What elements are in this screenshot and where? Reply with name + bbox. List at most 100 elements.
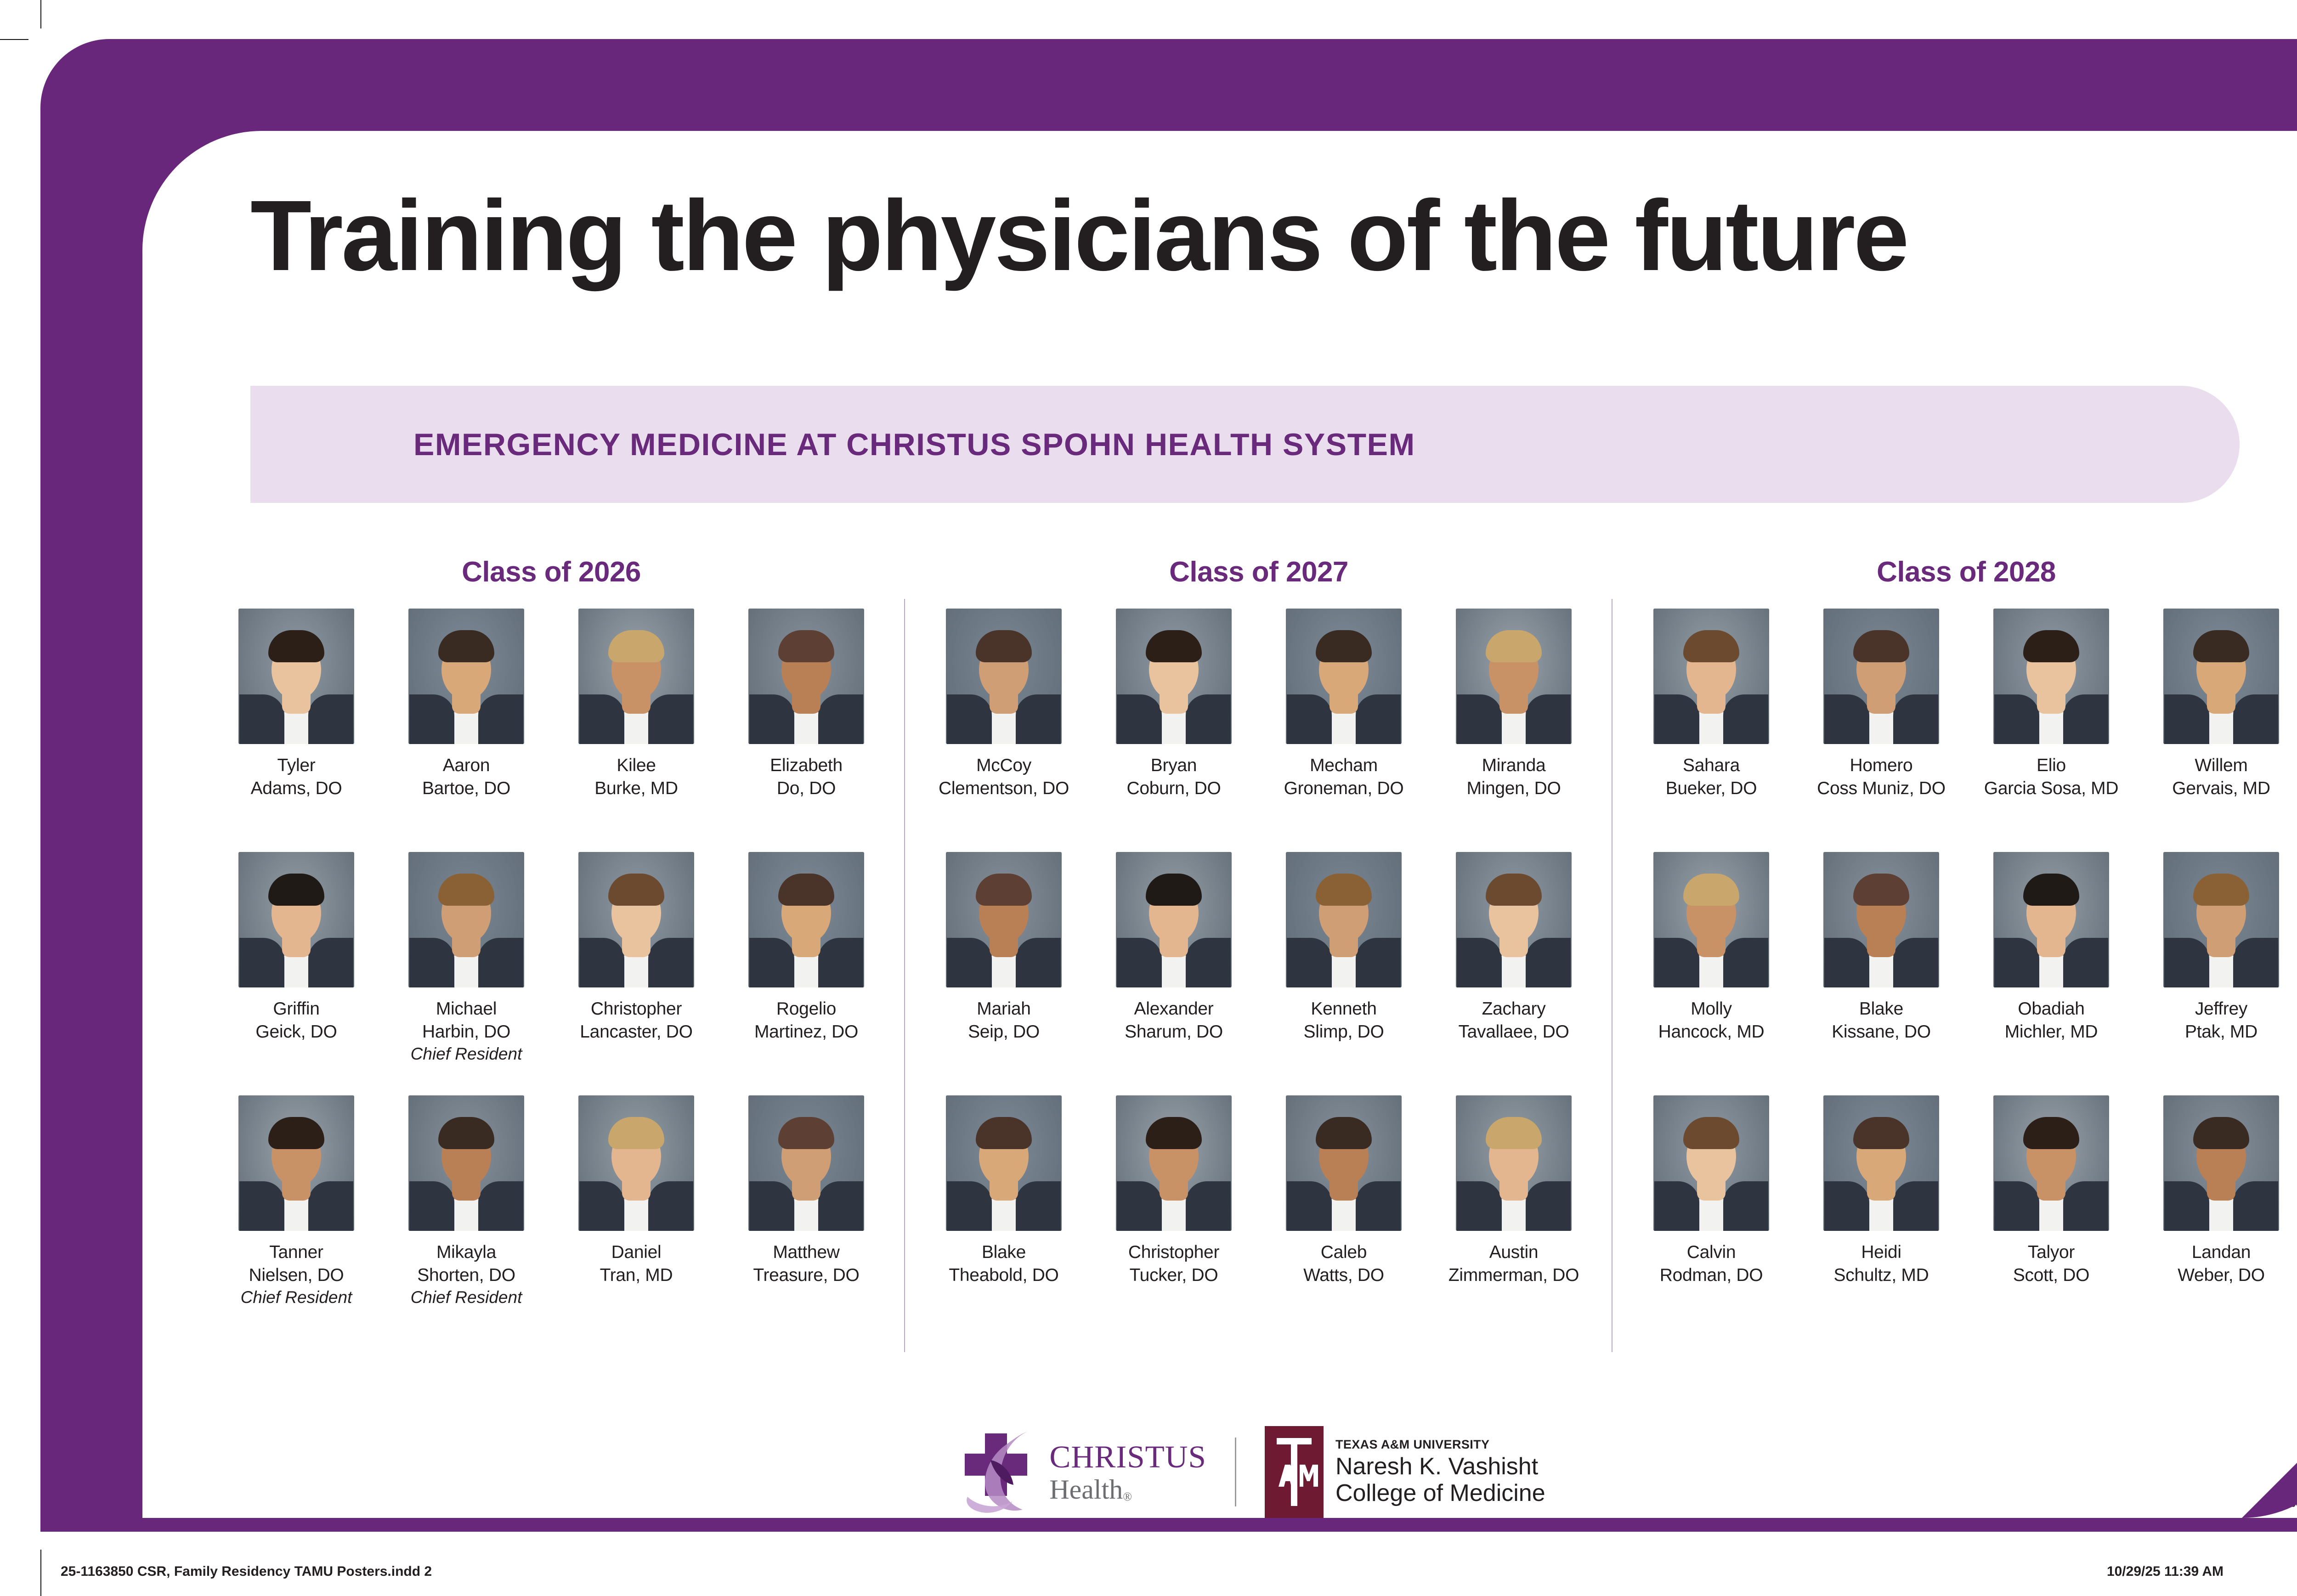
resident-photo <box>1286 1095 1402 1231</box>
resident-card: Kenneth Slimp, DO <box>1259 852 1429 1095</box>
resident-first-name: Mecham <box>1310 756 1378 775</box>
resident-card: Jeffrey Ptak, MD <box>2136 852 2297 1095</box>
resident-photo <box>408 852 524 987</box>
resident-photo <box>1823 1095 1939 1231</box>
resident-first-name: Rogelio <box>776 999 837 1019</box>
resident-last-name: Hancock, MD <box>1658 1021 1765 1042</box>
resident-photo <box>1653 609 1769 744</box>
class-column: Class of 2026 Tyler Adams, DO Aaron Bartoe, … <box>198 556 905 1387</box>
resident-photo <box>238 609 354 744</box>
christus-cross-icon <box>965 1432 1028 1513</box>
resident-card: Bryan Coburn, DO <box>1089 609 1259 852</box>
resident-row: Griffin Geick, DO Michael Harbin, DO Chief R… <box>198 852 905 1095</box>
resident-card: Obadiah Michler, MD <box>1966 852 2136 1095</box>
resident-photo <box>1456 609 1572 744</box>
resident-photo <box>1286 609 1402 744</box>
resident-card: Landan Weber, DO <box>2136 1095 2297 1339</box>
resident-photo <box>1993 852 2109 987</box>
resident-card: Zachary Tavallaee, DO <box>1429 852 1599 1095</box>
card-corner-cut <box>2241 1398 2297 1518</box>
resident-last-name: Scott, DO <box>2013 1265 2090 1285</box>
tamu-college-line1: Naresh K. Vashisht <box>1335 1453 1539 1480</box>
resident-card: Elio Garcia Sosa, MD <box>1966 609 2136 852</box>
resident-row: Mariah Seip, DO Alexander Sharum, DO Kenneth… <box>905 852 1612 1095</box>
resident-role: Chief Resident <box>410 1044 522 1063</box>
resident-first-name: Blake <box>1859 999 1904 1019</box>
crop-mark-top-left-vertical <box>40 0 41 28</box>
resident-last-name: Shorten, DO <box>417 1265 515 1285</box>
resident-photo <box>946 852 1062 987</box>
resident-first-name: Heidi <box>1861 1242 1901 1262</box>
resident-photo <box>1116 609 1232 744</box>
resident-last-name: Geick, DO <box>255 1021 337 1042</box>
resident-first-name: Tanner <box>269 1242 323 1262</box>
resident-card: Matthew Treasure, DO <box>721 1095 891 1339</box>
resident-card: Elizabeth Do, DO <box>721 609 891 852</box>
resident-last-name: Sharum, DO <box>1125 1021 1223 1042</box>
class-title: Class of 2026 <box>462 556 641 588</box>
resident-photo <box>2163 852 2279 987</box>
resident-card: Blake Theabold, DO <box>919 1095 1089 1339</box>
resident-last-name: Harbin, DO <box>422 1021 511 1042</box>
resident-first-name: Aaron <box>442 756 490 775</box>
tamu-atm-glyph-icon <box>1264 1426 1324 1518</box>
resident-first-name: Kilee <box>617 756 656 775</box>
resident-card: Calvin Rodman, DO <box>1626 1095 1796 1339</box>
resident-first-name: Miranda <box>1482 756 1546 775</box>
resident-first-name: Calvin <box>1686 1242 1736 1262</box>
resident-last-name: Tucker, DO <box>1129 1265 1218 1285</box>
class-title: Class of 2027 <box>1169 556 1348 588</box>
resident-row: Tanner Nielsen, DO Chief Resident Mikayla Sh… <box>198 1095 905 1339</box>
subtitle-text: EMERGENCY MEDICINE AT CHRISTUS SPOHN HEA… <box>413 427 1415 462</box>
resident-photo <box>1653 1095 1769 1231</box>
resident-first-name: Zachary <box>1482 999 1546 1019</box>
tamu-college-line2: College of Medicine <box>1335 1480 1545 1507</box>
resident-last-name: Do, DO <box>776 778 836 798</box>
resident-photo <box>238 1095 354 1231</box>
resident-first-name: Bryan <box>1150 756 1197 775</box>
class-column: Class of 2027 McCoy Clementson, DO Bryan Cob… <box>904 556 1612 1387</box>
resident-card: Rogelio Martinez, DO <box>721 852 891 1095</box>
resident-card: Michael Harbin, DO Chief Resident <box>381 852 551 1095</box>
logo-divider <box>1234 1438 1236 1506</box>
page-title: Training the physicians of the future <box>250 180 1909 292</box>
resident-first-name: Homero <box>1850 756 1913 775</box>
registered-mark-icon: ® <box>1123 1489 1132 1503</box>
resident-photo <box>408 1095 524 1231</box>
resident-card: Sahara Bueker, DO <box>1626 609 1796 852</box>
resident-last-name: Watts, DO <box>1303 1265 1384 1285</box>
resident-first-name: Griffin <box>273 999 320 1019</box>
resident-first-name: Molly <box>1691 999 1732 1019</box>
resident-last-name: Schultz, MD <box>1833 1265 1929 1285</box>
resident-photo <box>1993 1095 2109 1231</box>
resident-last-name: Slimp, DO <box>1303 1021 1384 1042</box>
resident-photo <box>946 609 1062 744</box>
resident-photo <box>748 1095 864 1231</box>
resident-last-name: Treasure, DO <box>753 1265 860 1285</box>
texas-am-logo: TEXAS A&M UNIVERSITY Naresh K. Vashisht … <box>1264 1426 1545 1518</box>
footer-left-rule <box>40 1550 41 1596</box>
tamu-mark-icon <box>1264 1426 1324 1518</box>
logo-row: CHRISTUS Health® <box>142 1426 2297 1518</box>
resident-last-name: Lancaster, DO <box>580 1021 693 1042</box>
resident-photo <box>1286 852 1402 987</box>
resident-first-name: Tyler <box>277 756 316 775</box>
resident-card: Griffin Geick, DO <box>211 852 381 1095</box>
resident-last-name: Weber, DO <box>2178 1265 2265 1285</box>
resident-photo <box>1456 1095 1572 1231</box>
resident-first-name: Talyor <box>2027 1242 2075 1262</box>
christus-sub: Health® <box>1049 1476 1206 1503</box>
resident-last-name: Tavallaee, DO <box>1458 1021 1569 1042</box>
resident-last-name: Tran, MD <box>600 1265 673 1285</box>
print-file-name: 25-1163850 CSR, Family Residency TAMU Po… <box>61 1564 432 1579</box>
class-column: Class of 2028 Sahara Bueker, DO Homero Coss … <box>1612 556 2297 1387</box>
resident-card: Heidi Schultz, MD <box>1796 1095 1966 1339</box>
resident-last-name: Garcia Sosa, MD <box>1984 778 2119 798</box>
resident-first-name: Matthew <box>773 1242 840 1262</box>
poster-white-card: Training the physicians of the future EM… <box>142 131 2297 1518</box>
resident-last-name: Mingen, DO <box>1466 778 1561 798</box>
crop-mark-top-left-horizontal <box>0 39 28 40</box>
resident-photo <box>1653 852 1769 987</box>
resident-last-name: Seip, DO <box>968 1021 1040 1042</box>
resident-card: McCoy Clementson, DO <box>919 609 1089 852</box>
